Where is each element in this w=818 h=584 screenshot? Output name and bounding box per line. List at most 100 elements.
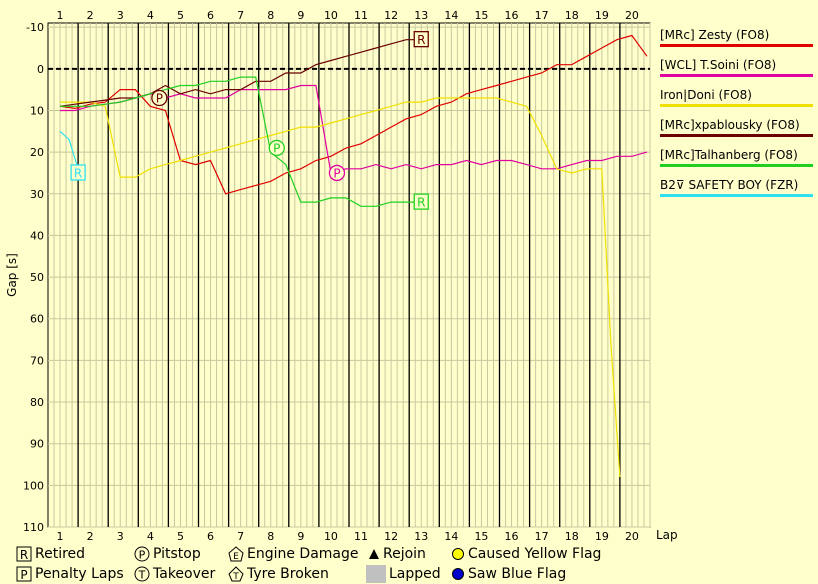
takeover-icon: T [134, 566, 150, 582]
x-tick-label-top: 17 [535, 9, 549, 22]
y-tick-label: 30 [30, 188, 44, 201]
x-tick-label: 8 [267, 530, 274, 543]
retired-icon: R [16, 546, 32, 562]
x-tick-label-top: 10 [324, 9, 338, 22]
retired-marker: R [413, 193, 429, 210]
legend-item[interactable]: [MRc]Talhanberg (FO8) [656, 148, 816, 178]
x-tick-label-top: 6 [207, 9, 214, 22]
x-tick-label-top: 3 [117, 9, 124, 22]
x-tick-label: 19 [595, 530, 609, 543]
chart-annotations: R P P R P R [70, 31, 429, 210]
key-blue-flag: Saw Blue Flag [451, 564, 566, 584]
pitstop-icon: P [134, 546, 150, 562]
x-tick-label: 17 [535, 530, 549, 543]
legend-swatch [660, 164, 813, 167]
key-lapped: Lapped [366, 564, 441, 584]
series-line [60, 76, 422, 207]
legend-label: [MRc]Talhanberg (FO8) [660, 148, 798, 162]
legend-item[interactable]: Iron|Doni (FO8) [656, 88, 816, 118]
x-tick-label-top: 20 [625, 9, 639, 22]
symbol-key: R Retired P Pitstop E Engine Damage Rejoin … [0, 540, 818, 584]
svg-text:T: T [232, 572, 239, 582]
y-tick-label: 0 [37, 63, 44, 76]
svg-text:P: P [139, 549, 146, 562]
pitstop-marker: P [328, 164, 346, 182]
marker-symbol: P [333, 166, 340, 180]
chart-grid [47, 22, 651, 528]
x-tick-label-top: 2 [87, 9, 94, 22]
legend-label: [WCL] T.Soini (FO8) [660, 58, 777, 72]
marker-symbol: P [273, 141, 280, 155]
y-tick-label: 10 [30, 104, 44, 117]
legend-label: [MRc]xpablousky (FO8) [660, 118, 800, 132]
x-tick-label-top: 16 [505, 9, 519, 22]
y-tick-label: 20 [30, 146, 44, 159]
x-tick-label: 3 [117, 530, 124, 543]
series-line [59, 34, 648, 195]
key-label: Tyre Broken [247, 566, 329, 582]
key-label: Retired [35, 546, 86, 562]
key-tyre-broken: T Tyre Broken [228, 564, 329, 584]
y-tick-label: 60 [30, 313, 44, 326]
key-penalty-laps: P Penalty Laps [16, 564, 124, 584]
key-label: Pitstop [153, 546, 201, 562]
key-pitstop: P Pitstop [134, 544, 201, 564]
tyre-broken-icon: T [228, 566, 244, 582]
marker-symbol: R [417, 33, 425, 47]
key-label: Engine Damage [247, 546, 359, 562]
x-tick-label: 20 [625, 530, 639, 543]
legend-item[interactable]: B2⊽ SAFETY BOY (FZR) [656, 178, 816, 208]
x-tick-label: 11 [354, 530, 368, 543]
rejoin-icon [369, 549, 379, 559]
legend-swatch [660, 44, 813, 47]
blue-flag-icon [452, 568, 464, 580]
legend-item[interactable]: [MRc] Zesty (FO8) [656, 28, 816, 58]
legend-swatch [660, 134, 813, 137]
x-tick-label-top: 14 [444, 9, 458, 22]
pitstop-marker: P [151, 89, 168, 107]
y-tick-label: 100 [23, 479, 44, 492]
x-tick-label: 18 [565, 530, 579, 543]
svg-text:P: P [20, 568, 27, 582]
x-tick-label: 12 [384, 530, 398, 543]
x-tick-label-top: 15 [474, 9, 488, 22]
x-tick-label-top: 12 [384, 9, 398, 22]
key-retired: R Retired [16, 544, 85, 564]
svg-text:E: E [233, 552, 239, 562]
y-tick-label: 70 [30, 354, 44, 367]
series-legend: [MRc] Zesty (FO8) [WCL] T.Soini (FO8) Ir… [656, 28, 816, 208]
key-label: Saw Blue Flag [468, 566, 567, 582]
key-takeover: T Takeover [134, 564, 215, 584]
x-tick-label-top: 19 [595, 9, 609, 22]
pitstop-marker: P [268, 139, 285, 157]
penalty-laps-icon: P [16, 566, 32, 582]
yellow-flag-icon [452, 548, 464, 560]
retired-marker: R [413, 31, 429, 48]
legend-label: B2⊽ SAFETY BOY (FZR) [660, 178, 799, 192]
key-yellow-flag: Caused Yellow Flag [451, 544, 601, 564]
x-tick-label-top: 13 [414, 9, 428, 22]
x-tick-label: 1 [57, 530, 64, 543]
x-tick-label: 14 [444, 530, 458, 543]
x-tick-label: 7 [237, 530, 244, 543]
x-tick-label-top: 9 [297, 9, 304, 22]
legend-item[interactable]: [WCL] T.Soini (FO8) [656, 58, 816, 88]
marker-frame [151, 89, 168, 107]
legend-swatch [660, 104, 813, 107]
engine-damage-icon: E [228, 546, 244, 562]
y-tick-label: 40 [30, 229, 44, 242]
retired-marker: R [70, 164, 86, 181]
series-line [59, 39, 422, 107]
x-tick-label: 2 [87, 530, 94, 543]
x-tick-label: 15 [474, 530, 488, 543]
legend-item[interactable]: [MRc]xpablousky (FO8) [656, 118, 816, 148]
y-tick-label: 80 [30, 396, 44, 409]
y-tick-label: -10 [26, 21, 44, 34]
legend-swatch [660, 74, 813, 77]
x-tick-label: 13 [414, 530, 428, 543]
series-line [59, 130, 79, 169]
x-tick-label-top: 4 [147, 9, 154, 22]
x-tick-label: 5 [177, 530, 184, 543]
legend-label: [MRc] Zesty (FO8) [660, 28, 770, 42]
legend-label: Iron|Doni (FO8) [660, 88, 752, 102]
